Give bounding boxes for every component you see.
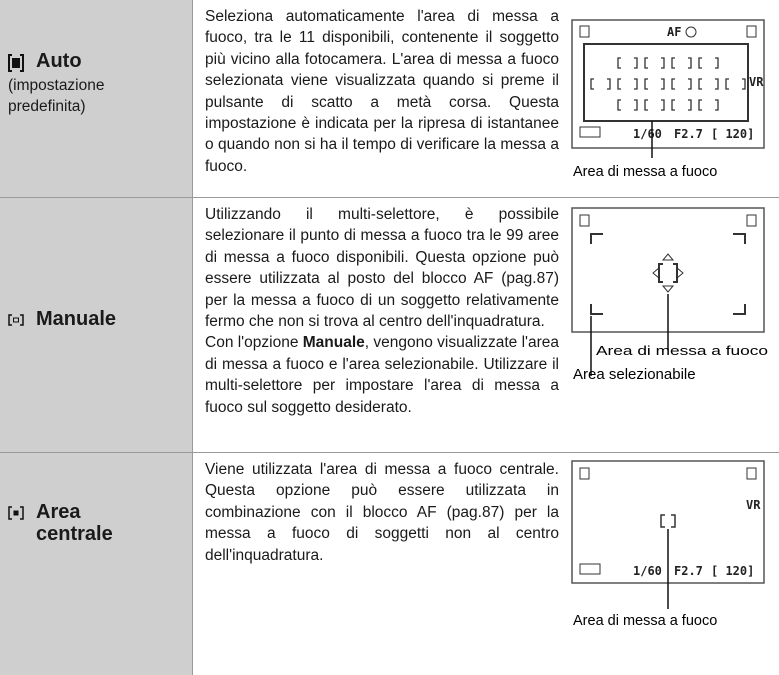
figure: Area di messa a fuoco Area selezionabile bbox=[571, 204, 771, 394]
focus-bracket bbox=[698, 99, 719, 111]
option-name: Auto bbox=[36, 50, 82, 72]
figure: AF VR 1/60 F2.7 [ 120] Area di messa a f… bbox=[571, 6, 771, 184]
option-row: Area centrale VR 1/60 F2.7 [ 120] Area d… bbox=[0, 452, 779, 675]
bold-text: Manuale bbox=[302, 334, 365, 352]
description: Con l'opzione Manuale, vengono visualizz… bbox=[205, 332, 771, 418]
lcd-vr: VR bbox=[749, 75, 764, 89]
lcd-shutter: 1/60 bbox=[633, 564, 662, 578]
description: Seleziona automaticamente l'area di mess… bbox=[205, 8, 559, 175]
focus-bracket bbox=[698, 57, 719, 69]
lcd-aperture: F2.7 bbox=[674, 564, 703, 578]
focus-bracket bbox=[617, 78, 638, 90]
option-cell: Auto (impostazione predefinita) bbox=[0, 0, 193, 197]
figure-label: Area di messa a fuoco bbox=[573, 164, 717, 180]
figure-label: Area di messa a fuoco bbox=[596, 343, 768, 358]
lcd-figure: VR 1/60 F2.7 [ 120] Area di messa a fuoc… bbox=[571, 460, 765, 629]
lcd-aperture: F2.7 bbox=[674, 127, 703, 141]
option-note: (impostazione predefinita) bbox=[8, 77, 105, 115]
option-name: Manuale bbox=[36, 308, 117, 330]
lcd-shutter: 1/60 bbox=[633, 127, 662, 141]
focus-bracket bbox=[671, 78, 692, 90]
lcd-frames: [ 120] bbox=[711, 127, 754, 141]
description-cell: AF VR 1/60 F2.7 [ 120] Area di messa a f… bbox=[205, 6, 771, 184]
focus-bracket bbox=[644, 99, 665, 111]
text: , vengono visualizzate l'area di messa a… bbox=[205, 334, 560, 416]
icon bbox=[8, 314, 24, 326]
focus-bracket bbox=[698, 78, 719, 90]
focus-bracket bbox=[617, 57, 638, 69]
description: Utilizzando il multi-selettore, è possib… bbox=[205, 206, 559, 331]
description-cell: Area di messa a fuoco Area selezionabile… bbox=[205, 204, 771, 418]
focus-bracket bbox=[617, 99, 638, 111]
option-title: Area centrale bbox=[8, 501, 184, 545]
option-title: Auto bbox=[8, 50, 184, 73]
option-row: Auto (impostazione predefinita) AF VR 1/… bbox=[0, 0, 779, 197]
figure: VR 1/60 F2.7 [ 120] Area di messa a fuoc… bbox=[571, 459, 771, 639]
focus-bracket bbox=[644, 78, 665, 90]
figure-label: Area di messa a fuoco bbox=[573, 613, 717, 629]
lcd-figure: Area di messa a fuoco Area selezionabile bbox=[571, 207, 768, 383]
icon bbox=[8, 54, 24, 72]
focus-bracket bbox=[725, 78, 746, 90]
focus-bracket bbox=[590, 78, 611, 90]
text: Con l'opzione bbox=[205, 334, 303, 352]
figure-label: Area selezionabile bbox=[573, 366, 696, 383]
option-title: Manuale bbox=[8, 308, 184, 331]
lcd-figure: AF VR 1/60 F2.7 [ 120] Area di messa a f… bbox=[571, 19, 765, 180]
option-cell: Area centrale bbox=[0, 453, 193, 675]
focus-bracket bbox=[671, 57, 692, 69]
option-cell: Manuale bbox=[0, 198, 193, 452]
lcd-frames: [ 120] bbox=[711, 564, 754, 578]
option-row: Manuale Area di messa a fuoco Area selez… bbox=[0, 197, 779, 452]
description: Viene utilizzata l'area di messa a fuoco… bbox=[205, 461, 559, 564]
focus-bracket bbox=[671, 99, 692, 111]
option-name: Area centrale bbox=[36, 501, 113, 545]
lcd-af: AF bbox=[667, 25, 681, 39]
icon bbox=[8, 506, 24, 520]
lcd-vr: VR bbox=[746, 498, 761, 512]
focus-bracket bbox=[644, 57, 665, 69]
description-cell: VR 1/60 F2.7 [ 120] Area di messa a fuoc… bbox=[205, 459, 771, 639]
